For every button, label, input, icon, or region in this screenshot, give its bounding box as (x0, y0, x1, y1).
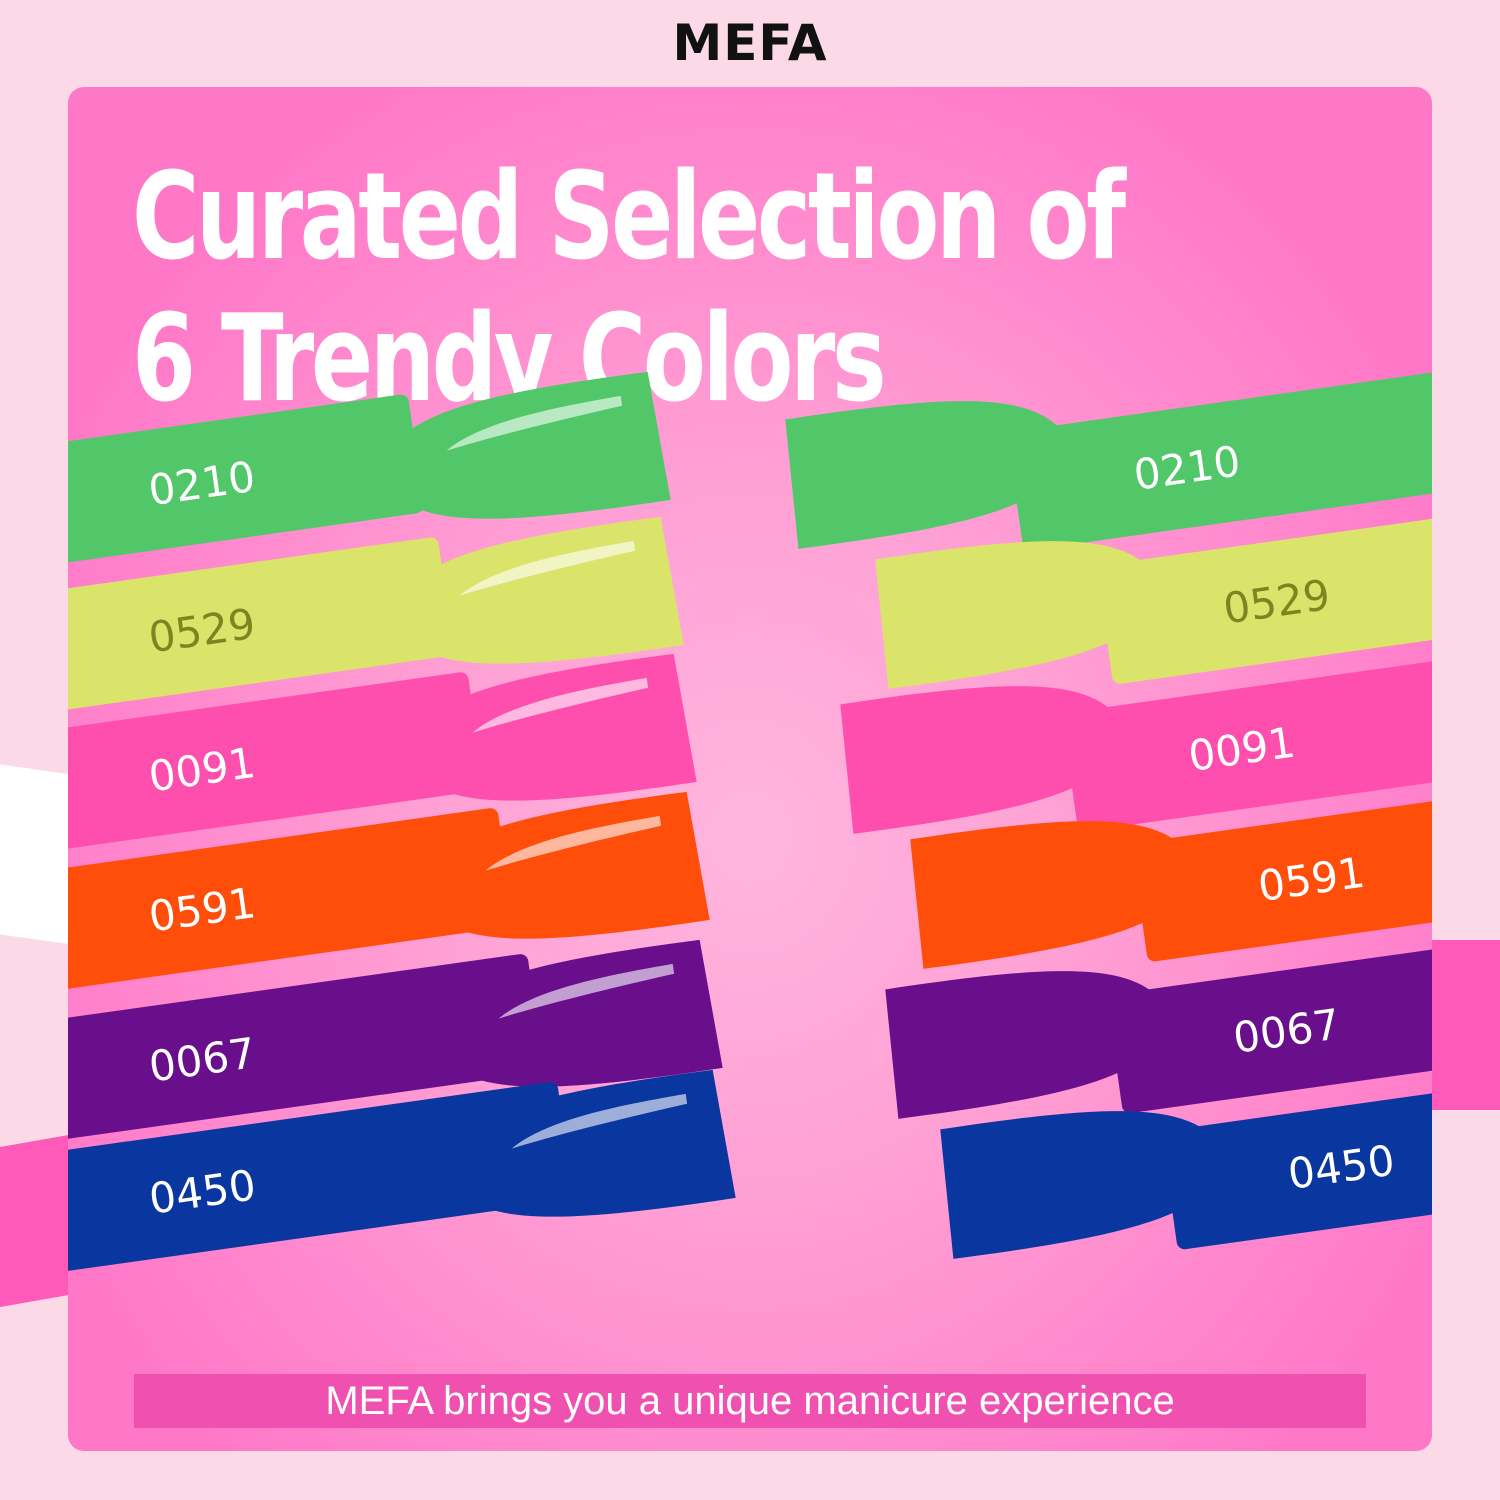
nail-tip-glossy (431, 939, 723, 1087)
nail-tip-glossy (405, 653, 697, 801)
nail-tip-glossy (392, 516, 684, 664)
nail-tip-matte (885, 971, 1172, 1119)
tagline-banner: MEFA brings you a unique manicure experi… (134, 1374, 1366, 1428)
nail-tip-glossy (379, 371, 671, 519)
nail-tip-glossy (444, 1069, 736, 1217)
nail-tip-matte (785, 401, 1072, 549)
brand-logo: MEFA (672, 14, 828, 72)
nail-tip-matte (840, 686, 1127, 834)
nail-tip-matte (875, 541, 1162, 689)
background-pink-band-right (1420, 940, 1500, 1110)
headline: Curated Selection of 6 Trendy Colors (132, 147, 1126, 431)
nail-tip-matte (940, 1111, 1227, 1259)
nail-tip-matte (910, 821, 1197, 969)
headline-line1: Curated Selection of (132, 148, 1126, 287)
nail-tip-glossy (418, 791, 710, 939)
product-panel: Curated Selection of 6 Trendy Colors MEF… (68, 87, 1432, 1451)
